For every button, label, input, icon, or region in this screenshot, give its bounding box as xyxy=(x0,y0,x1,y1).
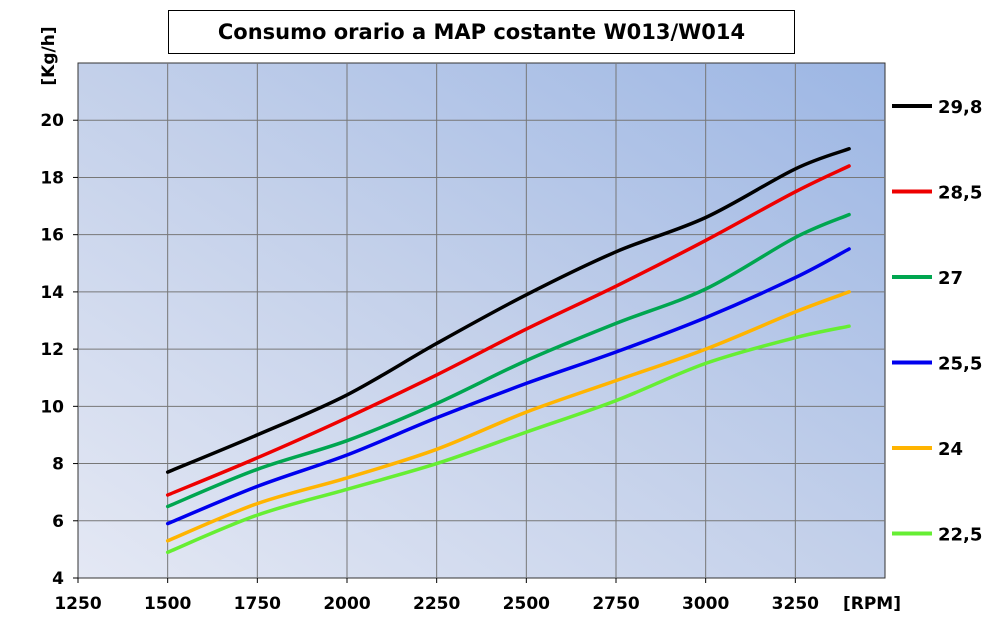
series-line-24 xyxy=(165,290,851,543)
x-tick-label: 2000 xyxy=(323,594,370,614)
x-axis-ticks: 1250 1500 1750 2000 2250 2500 2750 3000 3250 xyxy=(54,578,819,614)
y-tick-label: 12 xyxy=(40,340,64,360)
y-tick-label: 10 xyxy=(40,397,64,417)
x-tick-label: 2500 xyxy=(503,594,550,614)
y-tick-label: 18 xyxy=(40,168,64,188)
chart-title: Consumo orario a MAP costante W013/W014 xyxy=(168,10,795,54)
x-tick-label: 1500 xyxy=(144,594,191,614)
series-line-28-5 xyxy=(165,164,851,497)
y-tick-label: 4 xyxy=(52,569,64,589)
x-tick-label: 3250 xyxy=(772,594,819,614)
y-axis-label: [Kg/h] xyxy=(39,26,59,85)
chart-title-text: Consumo orario a MAP costante W013/W014 xyxy=(217,20,746,44)
legend-label: 24 xyxy=(938,439,963,460)
x-tick-label: 1750 xyxy=(234,594,281,614)
x-tick-label: 1250 xyxy=(54,594,101,614)
y-tick-label: 16 xyxy=(40,226,64,246)
y-tick-label: 20 xyxy=(40,111,64,131)
y-tick-label: 8 xyxy=(52,455,64,475)
legend: 29,8 28,5 27 25,5 24 22,5 xyxy=(892,97,982,546)
legend-label: 22,5 xyxy=(938,525,982,546)
legend-label: 27 xyxy=(938,268,963,289)
x-tick-label: 3000 xyxy=(682,594,729,614)
x-tick-label: 2250 xyxy=(413,594,460,614)
series-line-27 xyxy=(165,212,851,509)
series-line-22-5 xyxy=(165,324,851,555)
x-axis-label: [RPM] xyxy=(843,594,901,614)
y-axis-ticks: 4 6 8 10 12 14 16 18 20 xyxy=(40,111,78,589)
legend-label: 25,5 xyxy=(938,354,982,375)
y-tick-label: 6 xyxy=(52,512,64,532)
y-tick-label: 14 xyxy=(40,283,64,303)
legend-label: 29,8 xyxy=(938,97,982,118)
legend-label: 28,5 xyxy=(938,183,982,204)
series-lines xyxy=(165,147,851,555)
series-line-29-8 xyxy=(165,147,851,474)
series-line-25-5 xyxy=(165,247,851,526)
x-tick-label: 2750 xyxy=(592,594,639,614)
